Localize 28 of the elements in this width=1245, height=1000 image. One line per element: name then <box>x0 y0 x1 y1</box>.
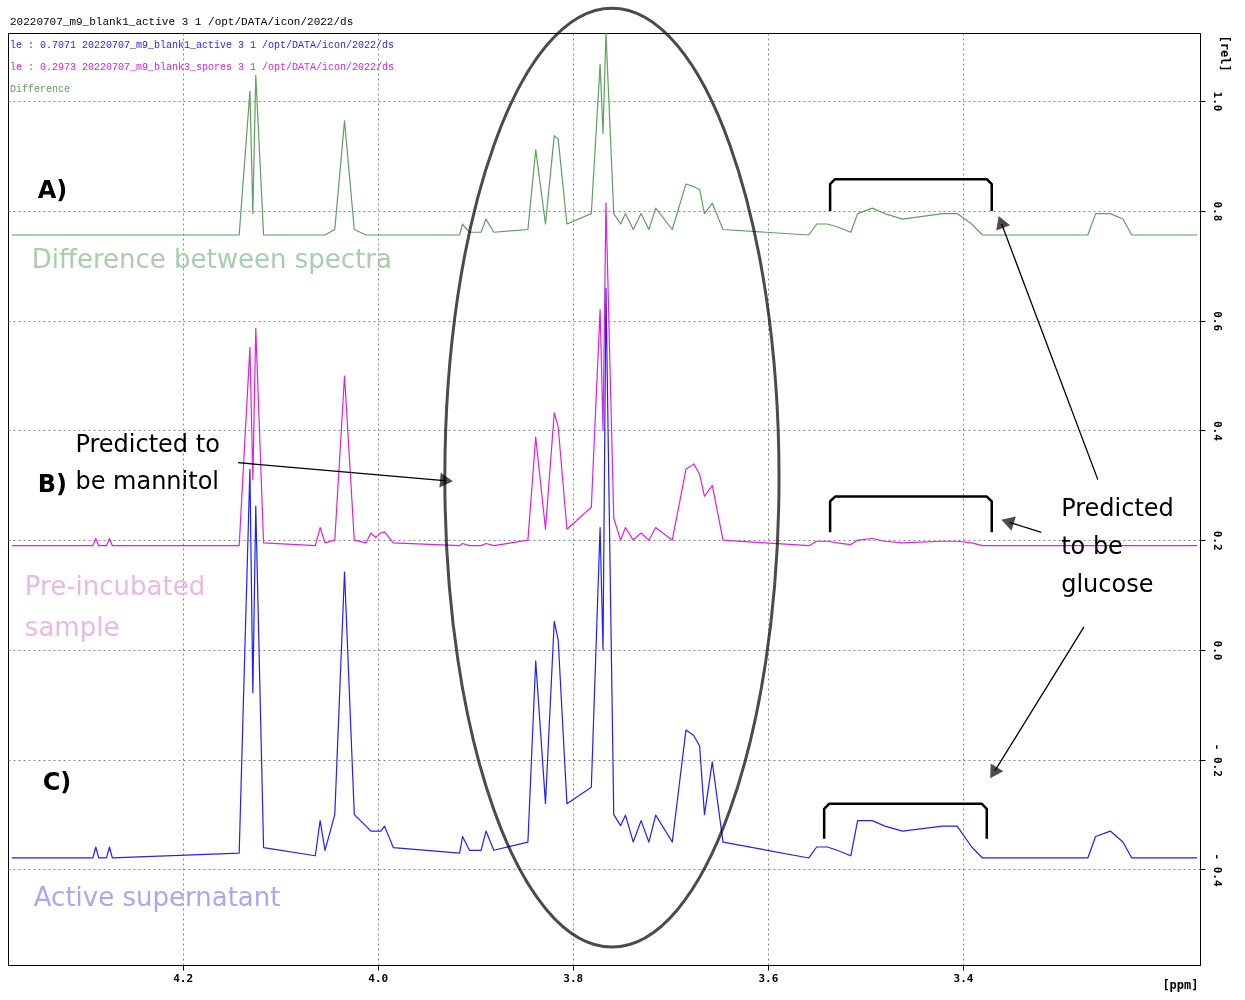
text: le : 0.2973 20220707_m9_blank3_spores 3 1 /opt/DATA/icon/2022/ds <box>10 62 395 73</box>
annotation: Active supernatant <box>33 882 281 913</box>
x-axis-title: [ppm] <box>1162 977 1199 992</box>
line-series <box>11 33 1198 236</box>
annotation: C) <box>42 767 72 796</box>
chart-title: 20220707_m9_blank1_active 3 1 /opt/DATA/icon/2022/ds <box>10 16 354 28</box>
x-tick-label: 3.6 <box>758 971 779 985</box>
x-tick-label: 3.8 <box>563 971 584 985</box>
line-series <box>11 287 1198 859</box>
annotation: Difference between spectra <box>31 243 392 274</box>
text: le : 0.7071 20220707_m9_blank1_active 3 1 /opt/DATA/icon/2022/ds <box>10 40 395 51</box>
annotation: A) <box>37 176 68 205</box>
y-tick-label: 0.0 <box>1210 640 1224 661</box>
annotation: Pre-incubated sample <box>24 571 206 642</box>
y-tick-label: 0.2 <box>1210 530 1224 551</box>
x-tick-label: 3.4 <box>953 971 974 985</box>
y-axis-title: [rel] <box>1217 35 1232 72</box>
y-tick-label: 1.0 <box>1210 91 1224 112</box>
y-tick-label: - 0.4 <box>1210 853 1224 887</box>
x-tick-label: 4.2 <box>173 971 194 985</box>
text: Difference <box>10 84 71 95</box>
x-tick-label: 4.0 <box>368 971 389 985</box>
y-tick-label: 0.8 <box>1210 201 1224 222</box>
annotation: B) <box>37 469 68 498</box>
y-tick-label: - 0.2 <box>1210 743 1224 777</box>
annotation: Predicted to be mannitol <box>75 429 220 496</box>
y-tick-label: 0.4 <box>1210 420 1224 442</box>
y-tick-label: 0.6 <box>1210 311 1224 332</box>
